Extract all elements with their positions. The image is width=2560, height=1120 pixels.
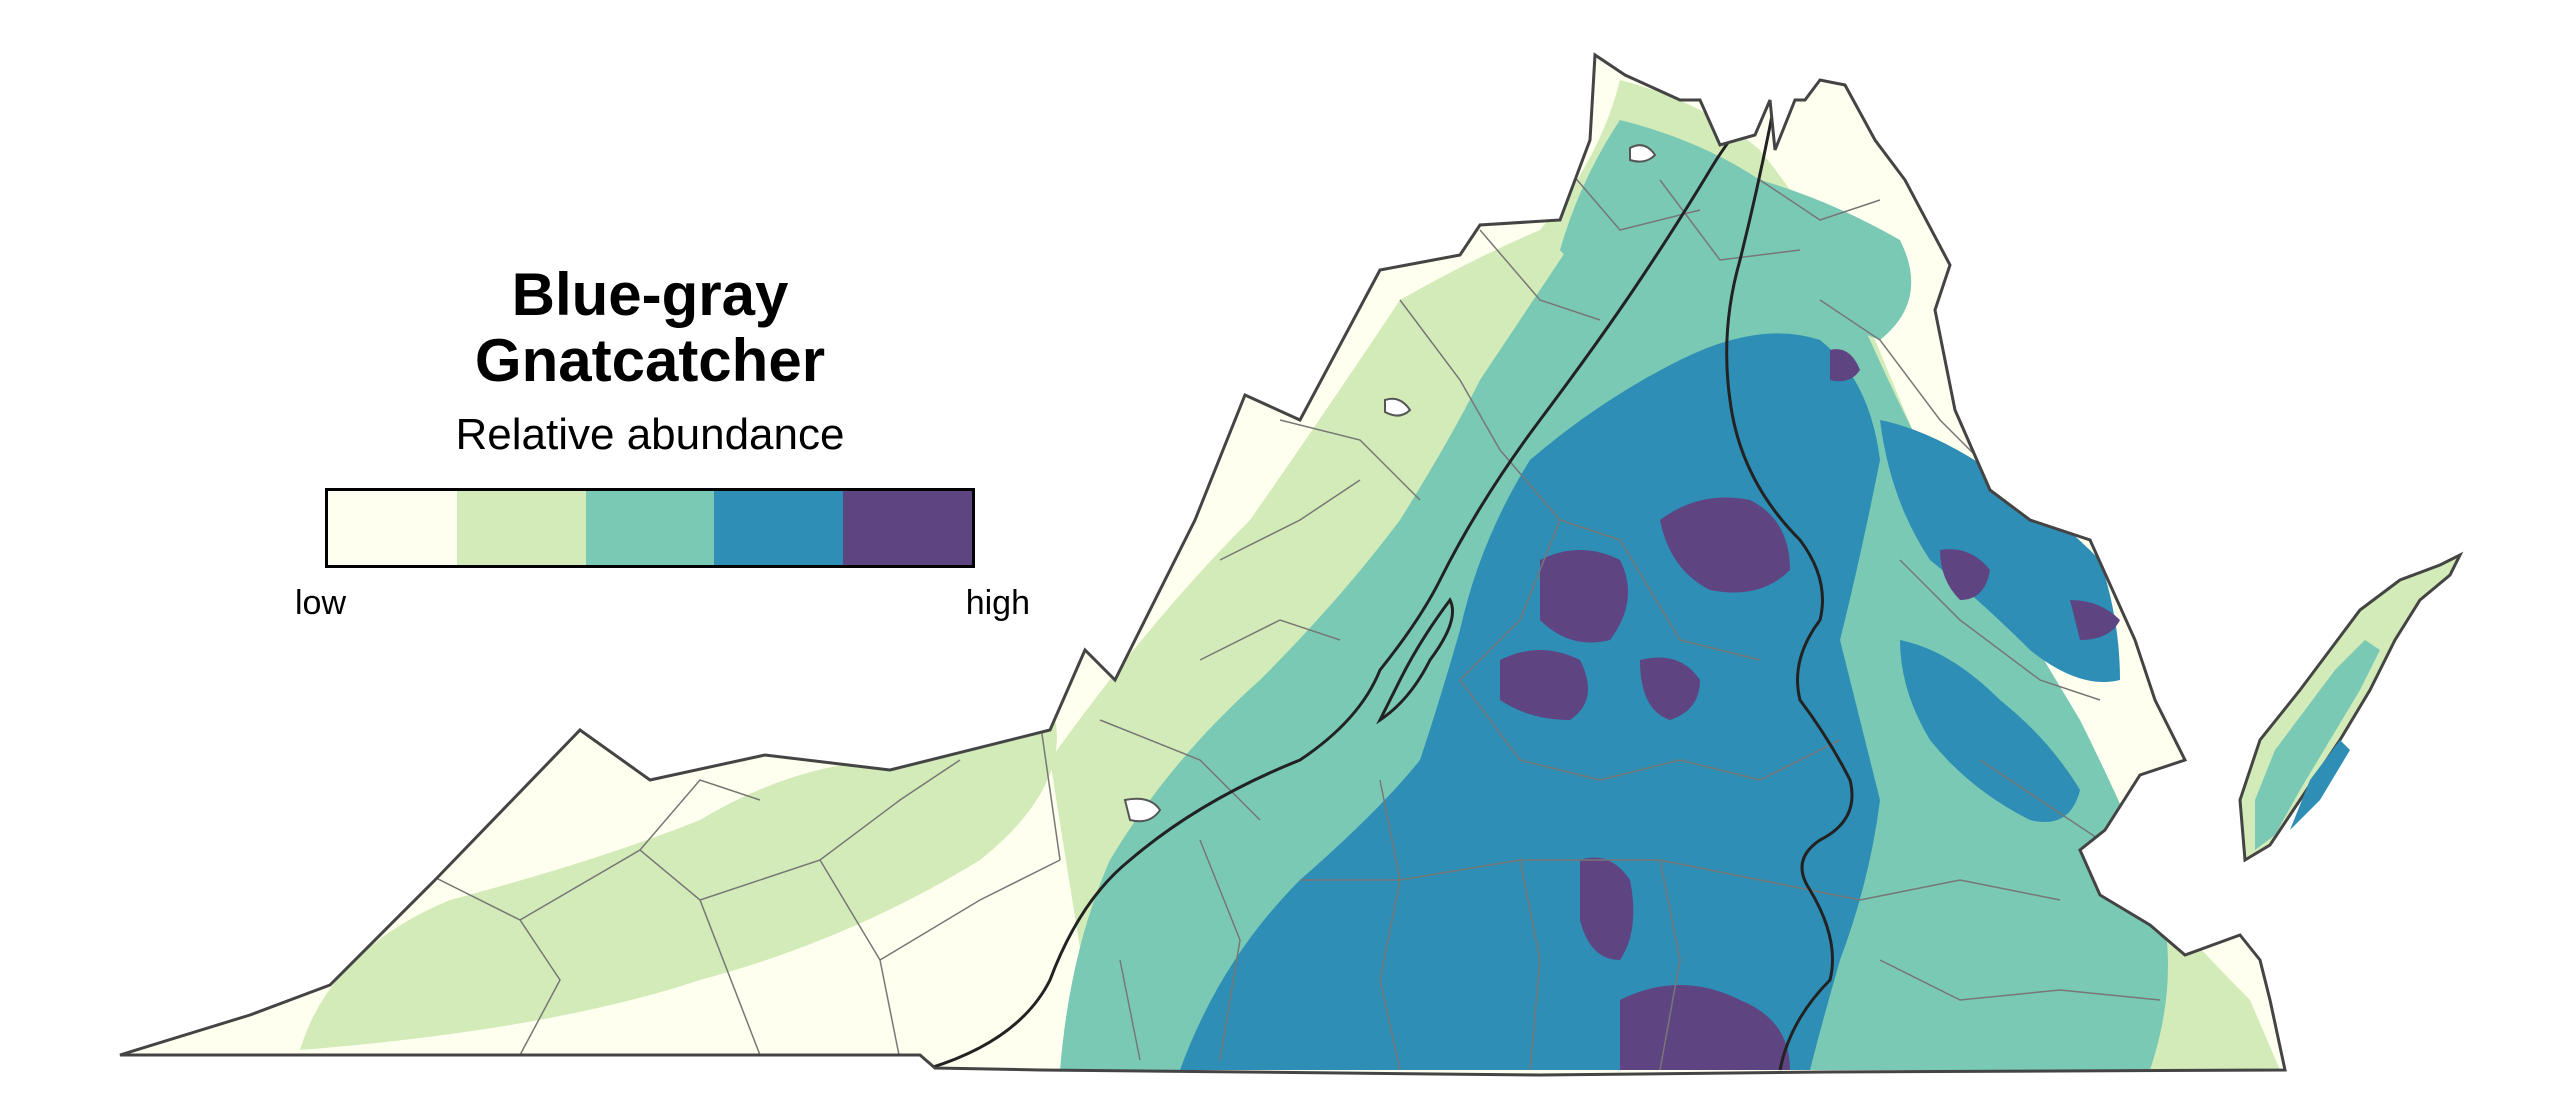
state-outline [119, 52, 2287, 1077]
lake-3 [1629, 144, 1657, 163]
county-line [1659, 859, 1681, 1071]
county-line [1459, 679, 1601, 781]
legend-swatch-level-1 [328, 491, 457, 565]
lake-2 [1384, 397, 1412, 417]
legend-swatch-level-4 [714, 491, 844, 565]
county-line [1979, 759, 2101, 841]
county-line [1199, 619, 1341, 661]
scale-high-label: high [965, 584, 1030, 622]
abundance-hotspot-central-1 [1660, 497, 1790, 593]
county-line [1619, 539, 1761, 661]
abundance-hotspot-central-2 [1540, 550, 1628, 643]
county-line [1899, 559, 2101, 701]
blue-ridge-boundary-west [929, 98, 1771, 1070]
abundance-zone-2-southwest [300, 700, 1057, 1050]
county-line [519, 849, 761, 1056]
county-boundaries [249, 159, 2161, 1071]
abundance-hotspot-neck-2 [2070, 600, 2120, 640]
eastern-shore-inner [2255, 640, 2380, 850]
county-line [879, 859, 1061, 961]
lake-1 [1123, 797, 1162, 823]
abundance-zone-3-north [1560, 120, 1912, 340]
scale-low-label: low [295, 584, 347, 622]
county-line [1819, 299, 2001, 481]
county-line [1879, 959, 2161, 1001]
county-line [1399, 299, 1501, 451]
county-line [1559, 159, 1701, 231]
color-scale [325, 488, 975, 568]
water-bodies [1123, 144, 1657, 823]
legend-swatch-level-3 [585, 491, 715, 565]
county-line [1099, 719, 1261, 821]
abundance-hotspot-south-2 [1620, 985, 1790, 1070]
county-line [1119, 959, 1141, 1061]
abundance-hotspot-south-1 [1580, 857, 1634, 960]
county-line [1659, 179, 1801, 261]
county-line [1599, 739, 1841, 781]
fall-line [1725, 99, 1854, 1071]
county-line [379, 849, 561, 1056]
county-line [1759, 179, 1881, 221]
eastern-shore-islands [2290, 740, 2350, 830]
county-line [699, 859, 901, 1061]
abundance-hotspot-north [1830, 349, 1860, 382]
county-line [639, 779, 761, 851]
county-line [1279, 419, 1421, 501]
county-line [1379, 779, 1401, 1071]
region-boundaries [929, 98, 1854, 1071]
legend-swatch-level-5 [843, 491, 972, 565]
legend-subtitle: Relative abundance [455, 410, 845, 459]
abundance-zone-3-west [1280, 640, 1385, 740]
county-line [1519, 859, 1541, 1071]
abundance-hotspot-central-3 [1500, 650, 1588, 720]
abundance-zone-4-peninsula [1900, 640, 2080, 822]
blue-ridge-boundary-east [1376, 597, 1454, 725]
county-line [1219, 479, 1361, 561]
county-line [1300, 859, 1761, 881]
legend-title-line2: Gnatcatcher [474, 327, 826, 394]
abundance-hotspot-central-4 [1640, 657, 1700, 720]
county-line [1459, 519, 1561, 681]
abundance-zone-4-northern-neck [1880, 420, 2120, 682]
eastern-shore [2238, 551, 2464, 863]
legend-swatch-level-2 [456, 491, 586, 565]
abundance-level-5 [1500, 349, 2120, 1070]
county-line [1199, 839, 1241, 1061]
county-line [819, 759, 961, 861]
abundance-hotspot-neck-1 [1940, 549, 1990, 600]
legend-title: Blue-gray Gnatcatcher [290, 262, 1010, 394]
county-line [1479, 229, 1601, 321]
map-legend: Blue-gray Gnatcatcher Relative abundance… [290, 262, 1030, 623]
legend-title-line1: Blue-gray [511, 261, 789, 328]
